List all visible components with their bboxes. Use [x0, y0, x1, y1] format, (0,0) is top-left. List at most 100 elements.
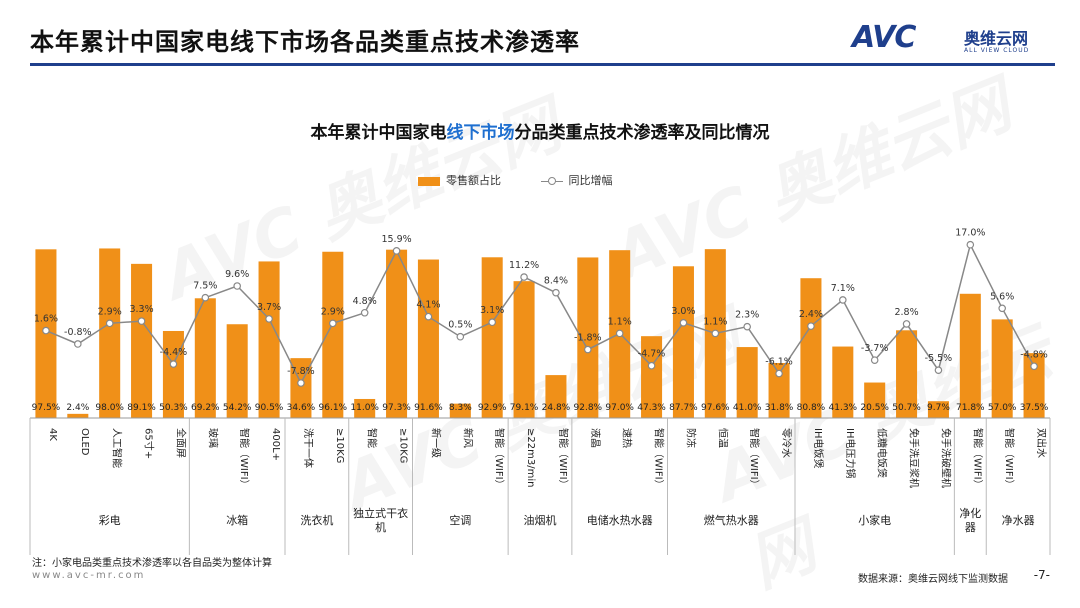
chart-title-prefix: 本年累计中国家电	[310, 123, 447, 143]
bar	[354, 398, 376, 418]
bar-label: 9.7%	[927, 403, 950, 413]
bar-label: 79.1%	[510, 403, 539, 413]
bar	[577, 257, 599, 418]
bar-label: 80.8%	[797, 403, 826, 413]
line-point	[934, 366, 943, 374]
bar-label: 8.3%	[449, 403, 472, 413]
bar	[513, 281, 535, 418]
category-label: 全面屏	[174, 428, 187, 458]
line-label: 2.9%	[321, 306, 345, 317]
logo-cn: 奥维云网	[964, 29, 1029, 48]
category-label: 速热	[621, 428, 634, 448]
legend-line-label: 同比增幅	[568, 174, 613, 187]
bar	[194, 298, 216, 418]
bar-label: 71.8%	[956, 403, 985, 413]
line-label: 1.6%	[34, 314, 58, 325]
bar-label: 96.1%	[319, 403, 348, 413]
line-label: 5.6%	[990, 291, 1014, 302]
line-label: 2.8%	[894, 307, 918, 318]
bar	[927, 401, 949, 418]
growth-line	[45, 242, 1035, 385]
category-label: ≥10KG	[398, 428, 409, 463]
logo-en: ALL VIEW CLOUD	[964, 47, 1030, 54]
legend-bar-label: 零售额占比	[446, 174, 501, 187]
bar	[864, 382, 886, 418]
group-label: 电储水热水器	[587, 513, 653, 527]
line-point	[42, 326, 50, 335]
bar	[226, 324, 248, 418]
bar	[959, 293, 981, 418]
line-point	[265, 315, 273, 323]
bar	[896, 330, 918, 418]
category-label: 免手洗破壁机	[939, 428, 952, 488]
bar-label: 50.7%	[892, 403, 921, 413]
page-number: -7-	[1033, 568, 1050, 582]
bar	[99, 248, 121, 418]
line-label: 7.1%	[831, 283, 855, 294]
category-label: ≥22m3/min	[525, 428, 536, 487]
bar-label: 37.5%	[1020, 403, 1049, 413]
group-label: 机	[375, 520, 386, 534]
legend-item-bar: 零售额占比	[418, 172, 501, 188]
group-label: 空调	[449, 513, 471, 527]
category-label: 智能（WIFI）	[653, 428, 666, 490]
bar	[641, 336, 663, 418]
line-label: 4.1%	[416, 300, 440, 311]
title-divider	[30, 63, 1055, 66]
bar-label: 11.0%	[350, 403, 379, 413]
line-label: 2.9%	[98, 306, 122, 317]
category-label: 人工智能	[111, 428, 124, 468]
line-point	[233, 282, 241, 290]
category-label: 智能	[366, 428, 379, 448]
chart-title-suffix: 分品类重点技术渗透率及同比情况	[514, 123, 770, 143]
bar	[131, 263, 153, 418]
category-label: 400L+	[270, 428, 281, 461]
line-point	[552, 288, 560, 297]
line-point	[902, 320, 911, 328]
line-point	[775, 369, 783, 378]
line-label: 15.9%	[381, 234, 411, 245]
category-label: 智能（WIFI）	[1003, 428, 1016, 490]
line-point	[998, 304, 1006, 313]
bar	[800, 278, 822, 418]
bar-label: 50.3%	[159, 403, 188, 413]
chart-title-highlight: 线下市场	[446, 123, 515, 143]
category-label: 智能（WIFI）	[748, 428, 761, 490]
chart-title: 本年累计中国家电线下市场分品类重点技术渗透率及同比情况	[0, 118, 1080, 143]
line-label: 9.6%	[225, 269, 249, 280]
bar-label: 90.5%	[255, 403, 284, 413]
legend-item-line: 同比增幅	[540, 172, 613, 188]
line-point	[137, 317, 146, 325]
line-point	[711, 329, 720, 338]
bar	[672, 266, 694, 418]
line-label: -7.8%	[287, 366, 315, 377]
category-label: 液晶	[589, 428, 602, 448]
line-label: 3.3%	[129, 304, 153, 315]
line-point	[870, 356, 879, 364]
bar	[832, 346, 854, 418]
line-label: 2.3%	[735, 310, 759, 321]
category-label: 新一级	[429, 428, 442, 458]
line-label: 4.8%	[353, 296, 377, 307]
bar-label: 20.5%	[860, 403, 889, 413]
bar	[545, 375, 567, 418]
line-label: 11.2%	[509, 260, 539, 271]
website-url[interactable]: www.avc-mr.com	[32, 570, 146, 581]
line-point	[74, 340, 82, 348]
line-point	[679, 318, 688, 327]
line-label: -4.8%	[1020, 349, 1048, 360]
bar	[1023, 353, 1045, 418]
group-label: 油烟机	[524, 513, 557, 527]
category-label: 玻璃	[206, 428, 219, 448]
line-label: 8.4%	[544, 276, 568, 287]
category-label: 双出水	[1035, 428, 1048, 458]
category-label: OLED	[79, 428, 90, 456]
category-label: 4K	[47, 428, 58, 441]
line-point	[169, 360, 178, 368]
line-label: 2.4%	[799, 309, 823, 320]
group-label: 燃气热水器	[704, 513, 759, 527]
bar	[386, 249, 408, 418]
category-label: 防冻	[684, 428, 697, 448]
bar-label: 97.6%	[701, 403, 730, 413]
